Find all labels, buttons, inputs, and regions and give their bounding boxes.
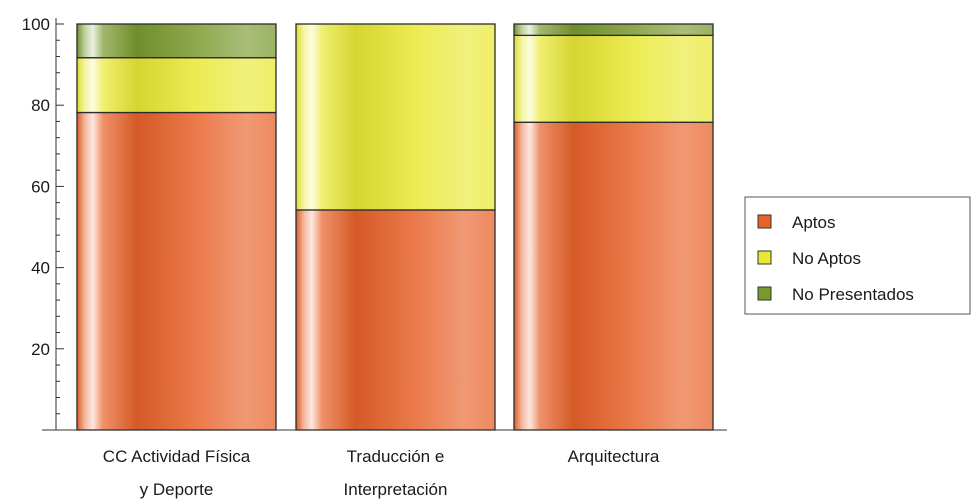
x-category-label: Interpretación (344, 480, 448, 499)
bar-segment-no-aptos-0 (76, 57, 277, 114)
x-category-label: y Deporte (140, 480, 214, 499)
bar-segment-aptos-1 (295, 209, 496, 431)
legend-label: No Presentados (792, 285, 914, 304)
y-tick-label: 80 (31, 96, 50, 115)
bar-segment-no-presentados-2 (513, 23, 714, 37)
bar-segment-no-aptos-1 (295, 23, 496, 211)
legend-label: Aptos (792, 213, 835, 232)
legend-swatch-no-presentados (757, 286, 772, 301)
y-tick-label: 60 (31, 177, 50, 196)
legend-swatch-no-aptos (757, 250, 772, 265)
bar-segment-no-presentados-0 (76, 23, 277, 59)
legend-swatch-aptos (757, 214, 772, 229)
y-tick-label: 20 (31, 340, 50, 359)
bar-segment-no-aptos-2 (513, 34, 714, 123)
x-category-label: Traducción e (347, 447, 445, 466)
bar-segment-aptos-0 (76, 111, 277, 431)
y-tick-label: 100 (22, 15, 50, 34)
bar-segment-aptos-2 (513, 121, 714, 431)
legend-box (744, 196, 971, 315)
legend: Aptos No Aptos No Presentados (744, 196, 971, 315)
y-axis: 20 40 60 80 100 (22, 15, 64, 430)
legend-label: No Aptos (792, 249, 861, 268)
y-tick-label: 40 (31, 259, 50, 278)
bars-layer (76, 23, 714, 431)
x-category-label: Arquitectura (568, 447, 660, 466)
x-category-label: CC Actividad Física (103, 447, 251, 466)
x-axis-labels: CC Actividad Física y Deporte Traducción e… (42, 429, 727, 499)
